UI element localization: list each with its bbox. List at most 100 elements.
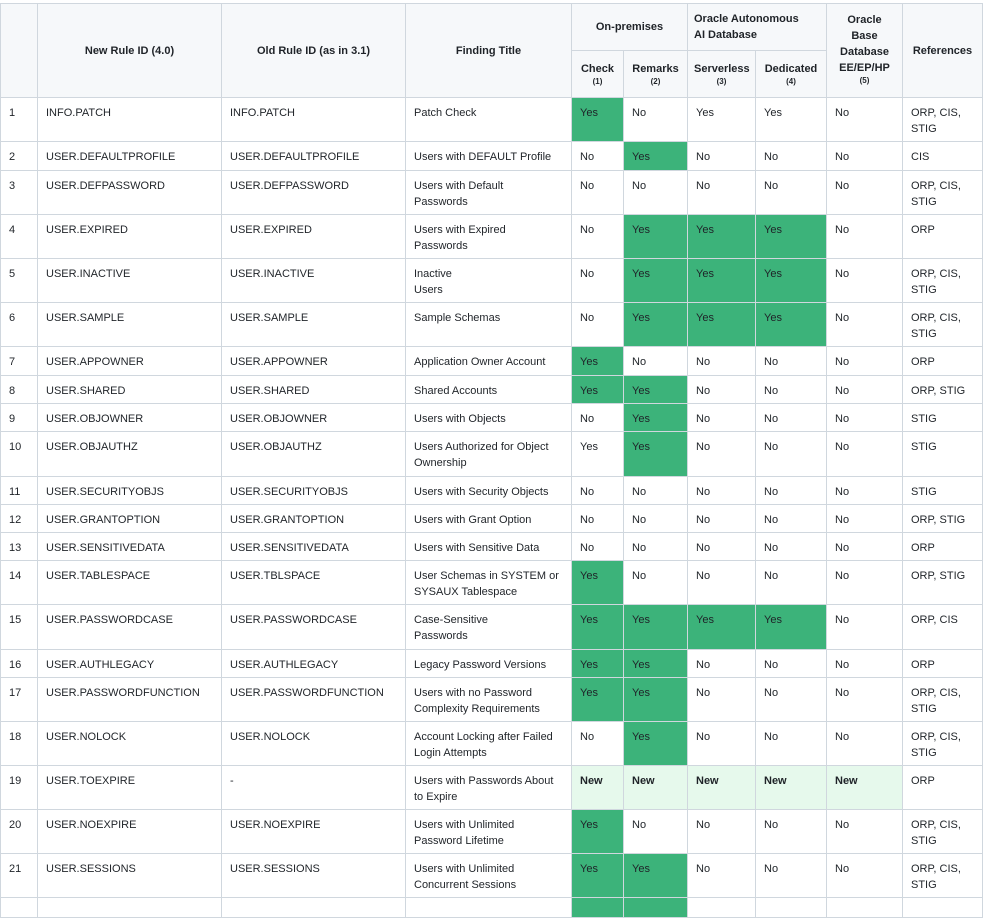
header-on-premises: On-premises xyxy=(571,3,688,51)
cell-remarks: No xyxy=(623,809,688,854)
finding-title: Users with Default Passwords xyxy=(405,170,572,215)
row-number: 6 xyxy=(0,302,38,347)
partial-cell-remarks xyxy=(623,897,688,918)
finding-title: Users Authorized for Object Ownership xyxy=(405,431,572,477)
table-row: 3 USER.DEFPASSWORD USER.DEFPASSWORD Users w… xyxy=(0,170,983,215)
row-number: 18 xyxy=(0,721,38,766)
cell-serverless: No xyxy=(687,721,756,766)
cell-remarks: Yes xyxy=(623,258,688,303)
cell-remarks: Yes xyxy=(623,721,688,766)
old-rule-id: USER.DEFPASSWORD xyxy=(221,170,406,215)
old-rule-id: USER.EXPIRED xyxy=(221,214,406,259)
row-number: 1 xyxy=(0,97,38,142)
cell-remarks: No xyxy=(623,170,688,215)
references: ORP xyxy=(902,346,983,376)
finding-title: Application Owner Account xyxy=(405,346,572,376)
cell-check: No xyxy=(571,532,624,561)
row-number: 3 xyxy=(0,170,38,215)
header-references: References xyxy=(902,3,983,98)
cell-dedicated: No xyxy=(755,721,827,766)
cell-base: No xyxy=(826,431,903,477)
cell-serverless: No xyxy=(687,504,756,533)
cell-serverless: No xyxy=(687,853,756,898)
table-row: 18 USER.NOLOCK USER.NOLOCK Account Locking … xyxy=(0,721,983,766)
partial-cell xyxy=(902,897,983,918)
old-rule-id: USER.INACTIVE xyxy=(221,258,406,303)
table-row-partial xyxy=(0,897,983,918)
cell-base: No xyxy=(826,346,903,376)
references: ORP, STIG xyxy=(902,504,983,533)
row-number: 8 xyxy=(0,375,38,404)
table-row: 16 USER.AUTHLEGACY USER.AUTHLEGACY Legacy P… xyxy=(0,649,983,678)
table-row: 13 USER.SENSITIVEDATA USER.SENSITIVEDATA Us… xyxy=(0,532,983,561)
table-row: 9 USER.OBJOWNER USER.OBJOWNER Users with Ob… xyxy=(0,403,983,432)
header-old-rule-id: Old Rule ID (as in 3.1) xyxy=(221,3,406,98)
old-rule-id: INFO.PATCH xyxy=(221,97,406,142)
partial-cell-check xyxy=(571,897,624,918)
row-number: 5 xyxy=(0,258,38,303)
old-rule-id: USER.GRANTOPTION xyxy=(221,504,406,533)
table-row: 11 USER.SECURITYOBJS USER.SECURITYOBJS User… xyxy=(0,476,983,505)
cell-serverless: No xyxy=(687,677,756,722)
cell-remarks: Yes xyxy=(623,431,688,477)
new-rule-id: USER.GRANTOPTION xyxy=(37,504,222,533)
new-rule-id: USER.TABLESPACE xyxy=(37,560,222,605)
new-rule-id: USER.TOEXPIRE xyxy=(37,765,222,810)
references: ORP xyxy=(902,765,983,810)
cell-base: No xyxy=(826,560,903,605)
cell-base: No xyxy=(826,170,903,215)
cell-serverless: Yes xyxy=(687,604,756,650)
cell-check: Yes xyxy=(571,375,624,404)
cell-remarks: Yes xyxy=(623,403,688,432)
cell-dedicated: No xyxy=(755,809,827,854)
cell-remarks: Yes xyxy=(623,141,688,171)
cell-remarks: No xyxy=(623,560,688,605)
cell-base: No xyxy=(826,302,903,347)
cell-check: No xyxy=(571,141,624,171)
table-row: 6 USER.SAMPLE USER.SAMPLE Sample Schemas No Y… xyxy=(0,302,983,347)
references: STIG xyxy=(902,431,983,477)
cell-check: Yes xyxy=(571,431,624,477)
cell-serverless: No xyxy=(687,532,756,561)
partial-cell-base xyxy=(826,897,903,918)
row-number: 17 xyxy=(0,677,38,722)
references: ORP, CIS, STIG xyxy=(902,677,983,722)
rule-mapping-table: New Rule ID (4.0) Old Rule ID (as in 3.1… xyxy=(0,3,983,918)
header-base-database: Oracle Base Database EE/EP/HP (5) xyxy=(826,3,903,98)
table-body: 1 INFO.PATCH INFO.PATCH Patch Check Yes No Yes… xyxy=(0,97,983,918)
references: ORP xyxy=(902,532,983,561)
cell-serverless: No xyxy=(687,375,756,404)
partial-cell xyxy=(405,897,572,918)
finding-title: Shared Accounts xyxy=(405,375,572,404)
old-rule-id: USER.AUTHLEGACY xyxy=(221,649,406,678)
cell-serverless: Yes xyxy=(687,302,756,347)
cell-base: No xyxy=(826,649,903,678)
partial-cell xyxy=(0,897,38,918)
header-remarks-note: (2) xyxy=(650,77,661,86)
old-rule-id: USER.OBJOWNER xyxy=(221,403,406,432)
old-rule-id: USER.NOEXPIRE xyxy=(221,809,406,854)
finding-title: Users with no Password Complexity Requir… xyxy=(405,677,572,722)
table-row: 1 INFO.PATCH INFO.PATCH Patch Check Yes No Yes… xyxy=(0,97,983,142)
table-row: 19 USER.TOEXPIRE - Users with Passwords Abo… xyxy=(0,765,983,810)
cell-remarks: No xyxy=(623,476,688,505)
cell-check: Yes xyxy=(571,97,624,142)
references: ORP, CIS, STIG xyxy=(902,721,983,766)
references: ORP, CIS, STIG xyxy=(902,853,983,898)
cell-base: No xyxy=(826,504,903,533)
cell-dedicated: No xyxy=(755,532,827,561)
row-number: 16 xyxy=(0,649,38,678)
cell-serverless: No xyxy=(687,431,756,477)
row-number: 9 xyxy=(0,403,38,432)
new-rule-id: USER.SAMPLE xyxy=(37,302,222,347)
cell-base: No xyxy=(826,141,903,171)
header-serverless-note: (3) xyxy=(716,77,727,86)
cell-check: No xyxy=(571,721,624,766)
cell-base: New xyxy=(826,765,903,810)
cell-dedicated: Yes xyxy=(755,214,827,259)
new-rule-id: USER.DEFPASSWORD xyxy=(37,170,222,215)
old-rule-id: USER.SAMPLE xyxy=(221,302,406,347)
header-base-label: Oracle Base Database EE/EP/HP xyxy=(839,14,890,74)
table-row: 4 USER.EXPIRED USER.EXPIRED Users with Expi… xyxy=(0,214,983,259)
table-row: 17 USER.PASSWORDFUNCTION USER.PASSWORDFUNC… xyxy=(0,677,983,722)
